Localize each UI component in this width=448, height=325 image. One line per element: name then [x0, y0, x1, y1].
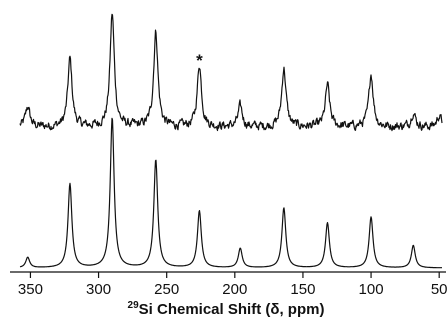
spectrum-traces	[19, 13, 443, 269]
peak-annotation-asterisk: *	[196, 51, 203, 70]
x-tick-label: 200	[222, 281, 247, 298]
x-tick-label: 100	[359, 281, 384, 298]
x-axis-label-end: , ppm)	[279, 301, 324, 318]
experimental-spectrum-trace	[19, 13, 443, 132]
x-axis-ticks: 350 300 250 200 150 100 50	[18, 272, 448, 298]
x-axis-label-superscript: 29	[128, 300, 140, 311]
x-tick-label: 250	[154, 281, 179, 298]
x-tick-label: 50	[431, 281, 448, 298]
x-tick-label: 350	[18, 281, 43, 298]
simulated-spectrum-trace	[19, 117, 443, 269]
x-axis-label: 29Si Chemical Shift (δ, ppm)	[128, 300, 325, 318]
x-tick-label: 300	[86, 281, 111, 298]
x-tick-label: 150	[290, 281, 315, 298]
x-axis-label-delta: δ	[270, 301, 279, 318]
x-axis-label-main: Si Chemical Shift (	[139, 301, 271, 318]
